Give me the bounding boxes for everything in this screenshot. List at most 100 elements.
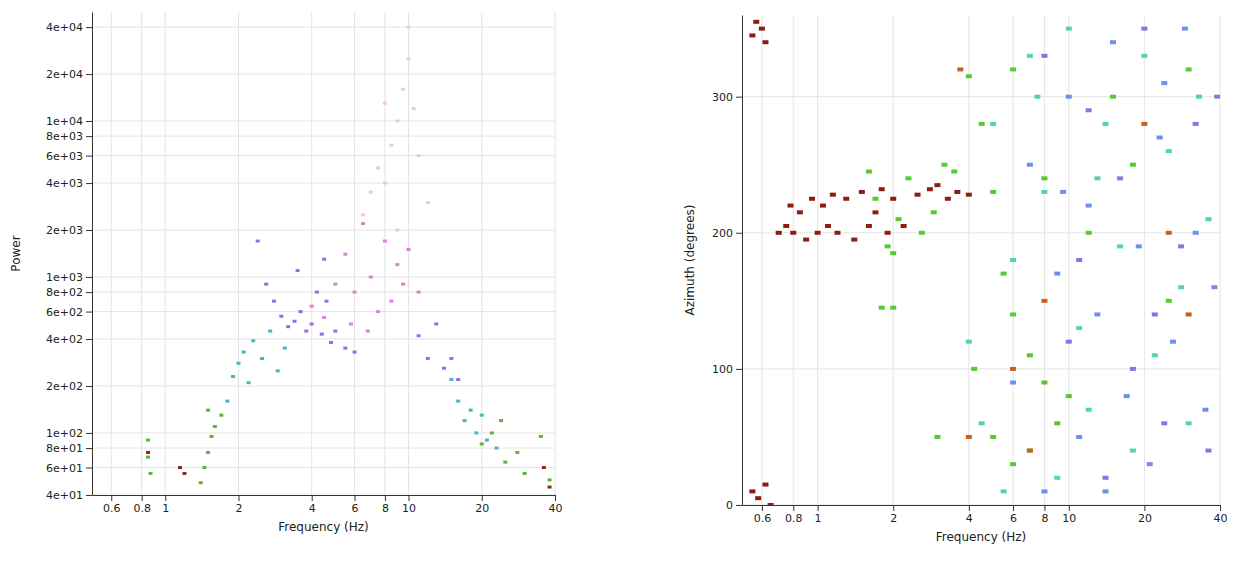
point	[830, 193, 836, 197]
tick-mark	[142, 495, 143, 501]
point	[456, 378, 460, 381]
point	[1010, 312, 1016, 316]
point	[1170, 340, 1176, 344]
tick-mark	[86, 448, 92, 449]
panel: 0.60.8124681020404e+016e+018e+011e+022e+…	[9, 12, 563, 534]
point	[1010, 462, 1016, 466]
point	[293, 320, 297, 323]
point	[890, 251, 896, 255]
point	[376, 166, 380, 169]
point	[990, 122, 996, 126]
tick-mark	[1044, 505, 1045, 511]
point	[395, 263, 399, 266]
point	[219, 414, 223, 417]
tick-label: 2e+04	[46, 68, 83, 81]
point	[268, 330, 272, 333]
point	[442, 367, 446, 370]
axis-line	[92, 13, 93, 496]
point	[251, 339, 255, 342]
point	[1066, 394, 1072, 398]
point	[1010, 258, 1016, 262]
point	[395, 120, 399, 123]
tick-label: 1	[815, 512, 822, 525]
point	[1041, 381, 1047, 385]
grid-line	[92, 74, 555, 75]
point	[296, 269, 300, 272]
point	[1066, 95, 1072, 99]
point	[264, 283, 268, 286]
point	[797, 210, 803, 214]
tick: 6e+01	[46, 462, 92, 475]
tick-mark	[1220, 505, 1221, 511]
tick-mark	[1013, 505, 1014, 511]
tick: 4	[966, 505, 973, 525]
point	[1066, 340, 1072, 344]
point	[957, 67, 963, 71]
tick-mark	[736, 505, 742, 506]
point	[753, 20, 759, 24]
grid-line	[555, 12, 556, 495]
tick-label: 4e+04	[46, 21, 83, 34]
point	[1041, 190, 1047, 194]
point	[1041, 54, 1047, 58]
tick: 4e+02	[46, 333, 92, 346]
grid-line	[384, 12, 385, 495]
point	[1066, 27, 1072, 31]
point	[389, 144, 393, 147]
tick-label: 0.6	[754, 512, 772, 525]
point	[1034, 95, 1040, 99]
point	[542, 466, 546, 469]
tick-mark	[86, 292, 92, 293]
grid-line	[311, 12, 312, 495]
point	[480, 442, 484, 445]
tick: 1	[162, 495, 169, 515]
grid-line	[92, 448, 555, 449]
point	[879, 306, 885, 310]
tick-mark	[86, 339, 92, 340]
point	[1186, 67, 1192, 71]
tick-mark	[86, 136, 92, 137]
point	[490, 431, 494, 434]
point	[927, 187, 933, 191]
point	[1110, 95, 1116, 99]
point	[407, 57, 411, 60]
x-axis-title: Frequency (Hz)	[278, 520, 369, 534]
point	[1152, 312, 1158, 316]
point	[304, 330, 308, 333]
x-axis: 0.60.812468102040	[743, 505, 1228, 525]
tick-label: 0	[726, 499, 733, 512]
point	[890, 197, 896, 201]
point	[260, 357, 264, 360]
grid-line	[92, 136, 555, 137]
y-axis-title: Azimuth (degrees)	[683, 205, 697, 316]
tick: 0.8	[785, 505, 803, 525]
point	[834, 231, 840, 235]
point	[1086, 204, 1092, 208]
point	[389, 300, 393, 303]
tick-mark	[238, 495, 239, 501]
point	[1094, 176, 1100, 180]
point	[276, 369, 280, 372]
point	[1027, 54, 1033, 58]
point	[941, 163, 947, 167]
point	[1076, 326, 1082, 330]
tick-label: 1e+04	[46, 115, 83, 128]
point	[206, 451, 210, 454]
tick-mark	[482, 495, 483, 501]
grid-line	[481, 12, 482, 495]
point	[803, 238, 809, 242]
point	[1086, 231, 1092, 235]
point	[1027, 449, 1033, 453]
point	[951, 170, 957, 174]
tick-mark	[86, 27, 92, 28]
point	[1130, 163, 1136, 167]
tick-mark	[86, 468, 92, 469]
tick-mark	[312, 495, 313, 501]
point	[417, 334, 421, 337]
tick-label: 4e+03	[46, 177, 83, 190]
point	[966, 340, 972, 344]
point	[762, 483, 768, 487]
panel: 0.60.8124681020400100200300Frequency (Hz…	[683, 15, 1228, 544]
point	[851, 238, 857, 242]
chart-root: 0.60.8124681020404e+016e+018e+011e+022e+…	[0, 0, 1235, 564]
